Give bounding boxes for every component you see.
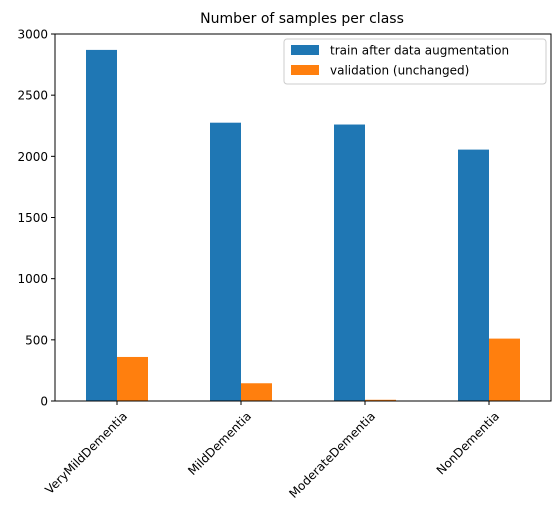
legend-swatch-train [291, 45, 319, 55]
y-tick-label: 1000 [17, 272, 48, 286]
y-tick-label: 3000 [17, 28, 48, 42]
x-axis: VeryMildDementia MildDementia ModerateDeme… [42, 401, 502, 501]
x-tick-label-milddementia: MildDementia [185, 409, 254, 478]
legend-label-validation: validation (unchanged) [330, 64, 469, 78]
y-tick-label: 2000 [17, 150, 48, 164]
legend: train after data augmentation validation… [283, 38, 547, 85]
y-axis: 0 500 1000 1500 2000 2500 3000 [17, 28, 55, 409]
y-tick-label: 0 [40, 395, 48, 409]
legend-label-train: train after data augmentation [330, 44, 509, 58]
x-tick-label-moderatedementia: ModerateDementia [286, 409, 378, 501]
bar-train-after-data-augmentation-milddementia [210, 122, 241, 402]
x-tick-label-nondementia: NonDementia [434, 409, 502, 477]
y-tick-label: 2500 [17, 89, 48, 103]
bar-validation-unchanged-verymilddementia [117, 356, 148, 401]
x-tick-label-verymilddementia: VeryMildDementia [42, 409, 130, 497]
y-tick-label: 500 [25, 333, 48, 347]
bar-validation-unchanged-moderatedementia [365, 399, 396, 401]
legend-swatch-validation [291, 65, 319, 75]
chart-title: Number of samples per class [200, 11, 404, 27]
bar-validation-unchanged-nondementia [489, 338, 520, 401]
bar-train-after-data-augmentation-nondementia [458, 149, 489, 401]
y-tick-label: 1500 [17, 211, 48, 225]
bar-train-after-data-augmentation-moderatedementia [334, 124, 365, 401]
plot-marks [86, 49, 520, 402]
legend-box [283, 38, 547, 85]
bar-validation-unchanged-milddementia [241, 383, 272, 401]
bar-train-after-data-augmentation-verymilddementia [86, 49, 117, 402]
